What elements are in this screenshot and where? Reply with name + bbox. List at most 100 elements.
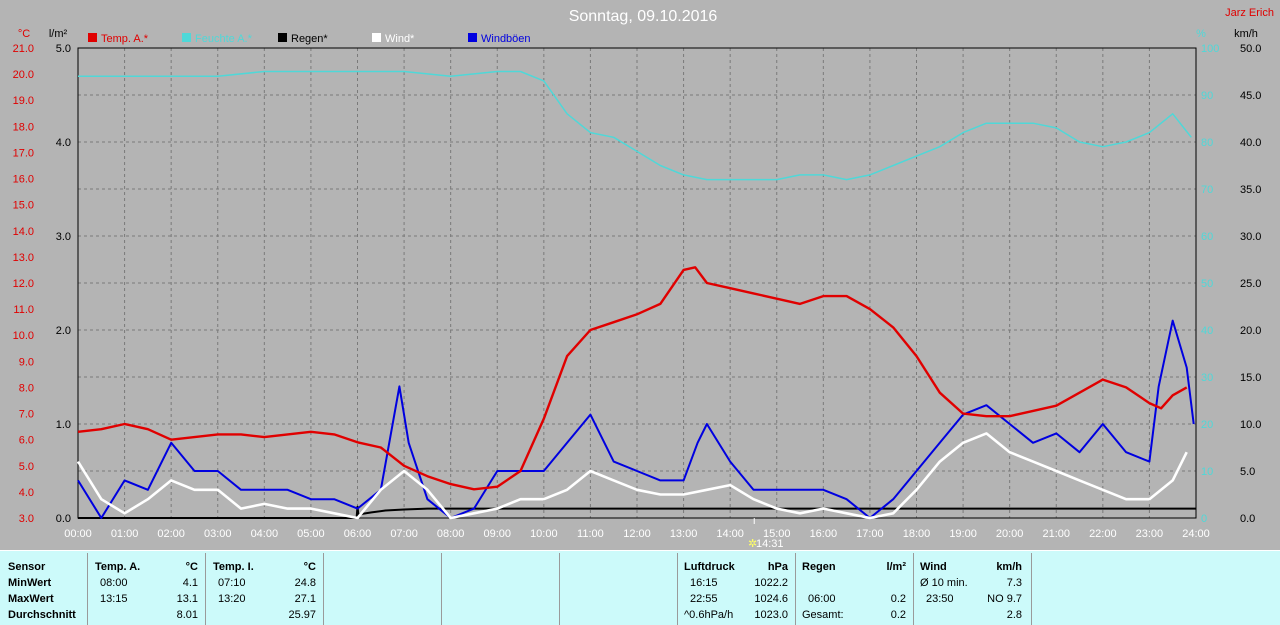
legend-entry: Regen*	[291, 33, 328, 45]
left-temp-unit: °C	[18, 28, 30, 40]
temp-a-max-time: 13:15	[100, 593, 128, 605]
row-label-min: MinWert	[8, 577, 52, 589]
sun-icon: ✲	[748, 538, 757, 550]
chart-title: Sonntag, 09.10.2016	[569, 8, 718, 25]
statistics-panel: Sensor MinWert MaxWert Durchschnitt Temp…	[0, 550, 1280, 625]
temp-i-avg-value: 25.97	[288, 609, 316, 621]
temp-tick-label: 15.0	[13, 200, 34, 212]
column-divider	[795, 553, 796, 625]
wind-max-value: NO 9.7	[987, 593, 1022, 605]
x-tick-label: 07:00	[390, 528, 418, 540]
temp-a-avg-value: 8.01	[176, 609, 198, 621]
rain-tick-label: 2.0	[56, 325, 71, 337]
x-tick-label: 18:00	[903, 528, 931, 540]
pressure-min-time: 16:15	[690, 577, 718, 589]
wind-avg10-value: 7.3	[1006, 577, 1022, 589]
column-divider	[1031, 553, 1032, 625]
temp-i-max-time: 13:20	[218, 593, 246, 605]
wind-tick-label: 25.0	[1240, 278, 1261, 290]
x-tick-label: 22:00	[1089, 528, 1117, 540]
column-divider	[559, 553, 560, 625]
wind-tick-label: 30.0	[1240, 231, 1261, 243]
temp-a-unit: °C	[185, 561, 198, 573]
x-tick-label: 14:00	[716, 528, 744, 540]
x-tick-label: 21:00	[1042, 528, 1070, 540]
temp-tick-label: 5.0	[19, 461, 34, 473]
pressure-trend: ^0.6hPa/h	[684, 609, 734, 621]
x-tick-label: 04:00	[251, 528, 279, 540]
x-tick-label: 17:00	[856, 528, 884, 540]
x-tick-label: 08:00	[437, 528, 465, 540]
wind-tick-label: 40.0	[1240, 137, 1261, 149]
column-divider	[913, 553, 914, 625]
x-tick-label: 00:00	[64, 528, 92, 540]
x-tick-label: 20:00	[996, 528, 1024, 540]
rain-header: Regen	[802, 561, 836, 573]
humidity-tick-label: 0	[1201, 513, 1207, 525]
series-line-1	[78, 70, 1192, 181]
rain-max-time: 06:00	[808, 593, 836, 605]
humidity-tick-label: 80	[1201, 137, 1213, 149]
temp-a-min-time: 08:00	[100, 577, 128, 589]
wind-tick-label: 20.0	[1240, 325, 1261, 337]
temp-tick-label: 21.0	[13, 43, 34, 55]
temp-tick-label: 7.0	[19, 409, 34, 421]
pressure-header: Luftdruck	[684, 561, 735, 573]
pressure-min-value: 1022.2	[754, 577, 788, 589]
x-tick-label: 16:00	[810, 528, 838, 540]
wind-tick-label: 45.0	[1240, 90, 1261, 102]
temp-tick-label: 6.0	[19, 435, 34, 447]
legend-swatch	[88, 33, 97, 42]
wind-tick-label: 35.0	[1240, 184, 1261, 196]
temp-tick-label: 8.0	[19, 382, 34, 394]
left-rain-unit: l/m²	[49, 28, 68, 40]
temp-tick-label: 18.0	[13, 121, 34, 133]
x-tick-label: 09:00	[483, 528, 511, 540]
rain-total-value: 0.2	[890, 609, 906, 621]
pressure-avg-value: 1023.0	[754, 609, 788, 621]
x-tick-label: 24:00	[1182, 528, 1210, 540]
temp-tick-label: 19.0	[13, 95, 34, 107]
x-tick-label: 15:00	[763, 528, 791, 540]
temp-a-header: Temp. A.	[95, 561, 141, 573]
humidity-tick-label: 60	[1201, 231, 1213, 243]
axis-ticks: 00:00 01:00 02:00 03:00 04:00 05:00 06:00 07:00…	[13, 43, 1262, 540]
rain-total-label: Gesamt:	[802, 609, 844, 621]
temp-a-min-value: 4.1	[182, 577, 198, 589]
x-tick-label: 01:00	[111, 528, 139, 540]
temp-i-min-time: 07:10	[218, 577, 246, 589]
marker-time-label: 14:31	[756, 538, 784, 550]
legend-swatch	[468, 33, 477, 42]
temp-a-max-value: 13.1	[176, 593, 198, 605]
x-tick-label: 03:00	[204, 528, 232, 540]
temp-tick-label: 16.0	[13, 174, 34, 186]
row-label-max: MaxWert	[8, 593, 54, 605]
column-divider	[87, 553, 88, 625]
rain-tick-label: 5.0	[56, 43, 71, 55]
x-tick-label: 19:00	[949, 528, 977, 540]
x-tick-label: 06:00	[344, 528, 372, 540]
x-tick-label: 05:00	[297, 528, 325, 540]
wind-tick-label: 50.0	[1240, 43, 1261, 55]
rain-max-value: 0.2	[890, 593, 906, 605]
wind-tick-label: 15.0	[1240, 372, 1261, 384]
temp-tick-label: 11.0	[13, 304, 34, 316]
legend-entry: Temp. A.*	[101, 33, 149, 45]
chart-grid	[78, 48, 1196, 518]
temp-i-header: Temp. I.	[213, 561, 254, 573]
temp-tick-label: 20.0	[13, 69, 34, 81]
series-line-3	[76, 432, 1188, 520]
temp-tick-label: 12.0	[13, 278, 34, 290]
legend-swatch	[372, 33, 381, 42]
x-tick-label: 10:00	[530, 528, 558, 540]
column-divider	[205, 553, 206, 625]
humidity-tick-label: 50	[1201, 278, 1213, 290]
column-divider	[677, 553, 678, 625]
temp-i-unit: °C	[303, 561, 316, 573]
humidity-tick-label: 20	[1201, 419, 1213, 431]
wind-avg10-label: Ø 10 min.	[920, 577, 968, 589]
humidity-tick-label: 30	[1201, 372, 1213, 384]
humidity-tick-label: 10	[1201, 466, 1213, 478]
x-tick-label: 23:00	[1136, 528, 1164, 540]
series-line-4	[77, 319, 1195, 519]
